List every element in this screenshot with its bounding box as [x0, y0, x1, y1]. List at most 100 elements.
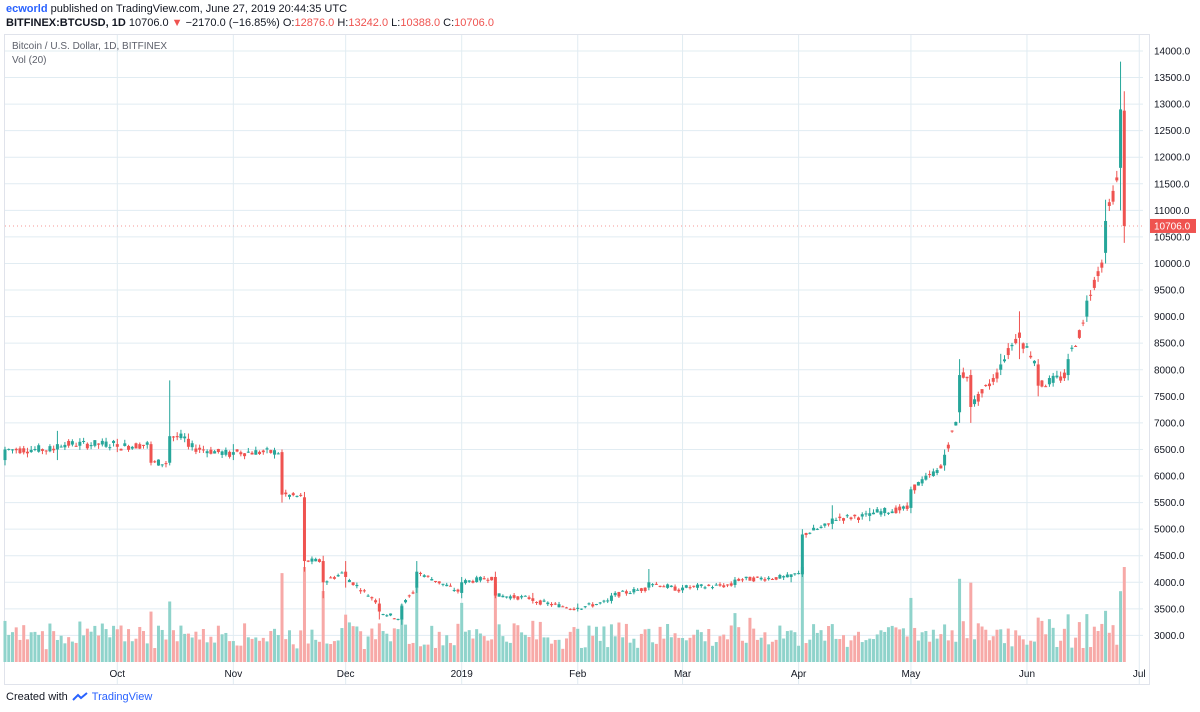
volume-bar — [538, 621, 542, 662]
volume-bar — [134, 638, 138, 662]
volume-bar — [931, 629, 935, 662]
x-tick-label: Apr — [791, 669, 807, 680]
candle-body — [119, 448, 123, 451]
volume-bar — [213, 642, 217, 662]
candle-body — [302, 497, 306, 562]
volume-bar — [243, 623, 247, 662]
candle-body — [100, 440, 104, 445]
volume-bar — [512, 623, 516, 662]
candle-body — [812, 527, 816, 531]
y-tick-label: 11500.0 — [1154, 179, 1190, 190]
candle-body — [827, 523, 831, 525]
candle-body — [467, 580, 471, 582]
volume-bar — [737, 627, 741, 662]
volume-bar — [520, 632, 524, 662]
candle-body — [70, 441, 74, 445]
candle-body — [875, 509, 879, 513]
volume-bar — [63, 643, 67, 662]
candle-body — [198, 447, 202, 450]
candle-body — [857, 517, 860, 521]
candle-body — [490, 576, 494, 581]
candle-body — [332, 577, 336, 579]
volume-bar — [845, 646, 849, 662]
candle-body — [808, 532, 812, 534]
volume-bar — [486, 640, 490, 662]
tradingview-brand[interactable]: TradingView — [91, 691, 153, 703]
candle-body — [295, 495, 299, 497]
candle-body — [239, 452, 243, 455]
volume-bar — [33, 631, 37, 662]
volume-bar — [422, 644, 426, 662]
volume-bar — [568, 631, 572, 662]
candle-body — [55, 444, 59, 450]
footer: Created with TradingView — [6, 691, 152, 703]
volume-bar — [594, 626, 598, 662]
candle-body — [950, 430, 954, 432]
candle-body — [1017, 332, 1021, 338]
volume-bar — [609, 624, 613, 662]
volume-bar — [924, 631, 928, 662]
candle-body — [729, 583, 733, 586]
candle-body — [591, 604, 595, 607]
candle-body — [142, 444, 146, 446]
candle-body — [553, 603, 557, 605]
volume-bar — [711, 645, 715, 662]
volume-bar — [1074, 637, 1078, 662]
candle-body — [246, 451, 250, 453]
candle-body — [224, 449, 228, 455]
candle-body — [359, 590, 363, 592]
volume-bar — [97, 635, 101, 662]
volume-bar — [984, 629, 988, 662]
volume-bar — [493, 584, 497, 662]
candle-body — [130, 446, 134, 449]
volume-bar — [239, 645, 243, 662]
volume-bar — [958, 578, 962, 662]
candle-body — [400, 606, 404, 620]
close-label: C: — [443, 17, 455, 29]
volume-bar — [546, 637, 550, 662]
volume-bar — [857, 631, 860, 662]
volume-bar — [729, 625, 733, 662]
x-tick-label: Oct — [110, 669, 126, 680]
volume-bar — [1017, 635, 1021, 662]
candle-body — [576, 607, 580, 609]
volume-bar — [591, 635, 595, 662]
volume-bar — [991, 636, 995, 662]
volume-bar — [583, 647, 587, 662]
volume-bar — [565, 638, 569, 662]
candle-body — [463, 580, 467, 584]
candle-body — [594, 604, 598, 606]
author-name[interactable]: ecworld — [6, 3, 48, 15]
last-price: 10706.0 — [128, 17, 169, 29]
candle-body — [291, 493, 295, 496]
volume-bar — [18, 639, 22, 662]
volume-bar — [321, 591, 325, 662]
volume-bar — [55, 639, 59, 662]
volume-bar — [171, 630, 175, 662]
candle-body — [1062, 372, 1066, 379]
candle-body — [658, 585, 662, 587]
candle-body — [520, 596, 524, 598]
candle-body — [33, 449, 37, 451]
candle-body — [860, 514, 864, 517]
candle-body — [718, 584, 722, 586]
candle-body — [362, 590, 366, 592]
candle-body — [965, 376, 969, 379]
volume-bar — [385, 633, 389, 662]
candle-body — [29, 449, 33, 453]
candle-body — [138, 444, 142, 449]
volume-bar — [82, 635, 86, 662]
volume-bar — [871, 639, 875, 662]
candle-body — [430, 579, 434, 581]
candle-body — [613, 592, 617, 596]
volume-bar — [377, 623, 381, 662]
volume-bar — [905, 636, 909, 662]
volume-bar — [579, 647, 583, 662]
chart-frame[interactable] — [4, 34, 1150, 685]
candle-body — [1092, 279, 1096, 288]
candle-body — [617, 592, 621, 597]
candle-body — [868, 513, 872, 516]
volume-bar — [527, 636, 531, 662]
candle-body — [523, 595, 527, 597]
